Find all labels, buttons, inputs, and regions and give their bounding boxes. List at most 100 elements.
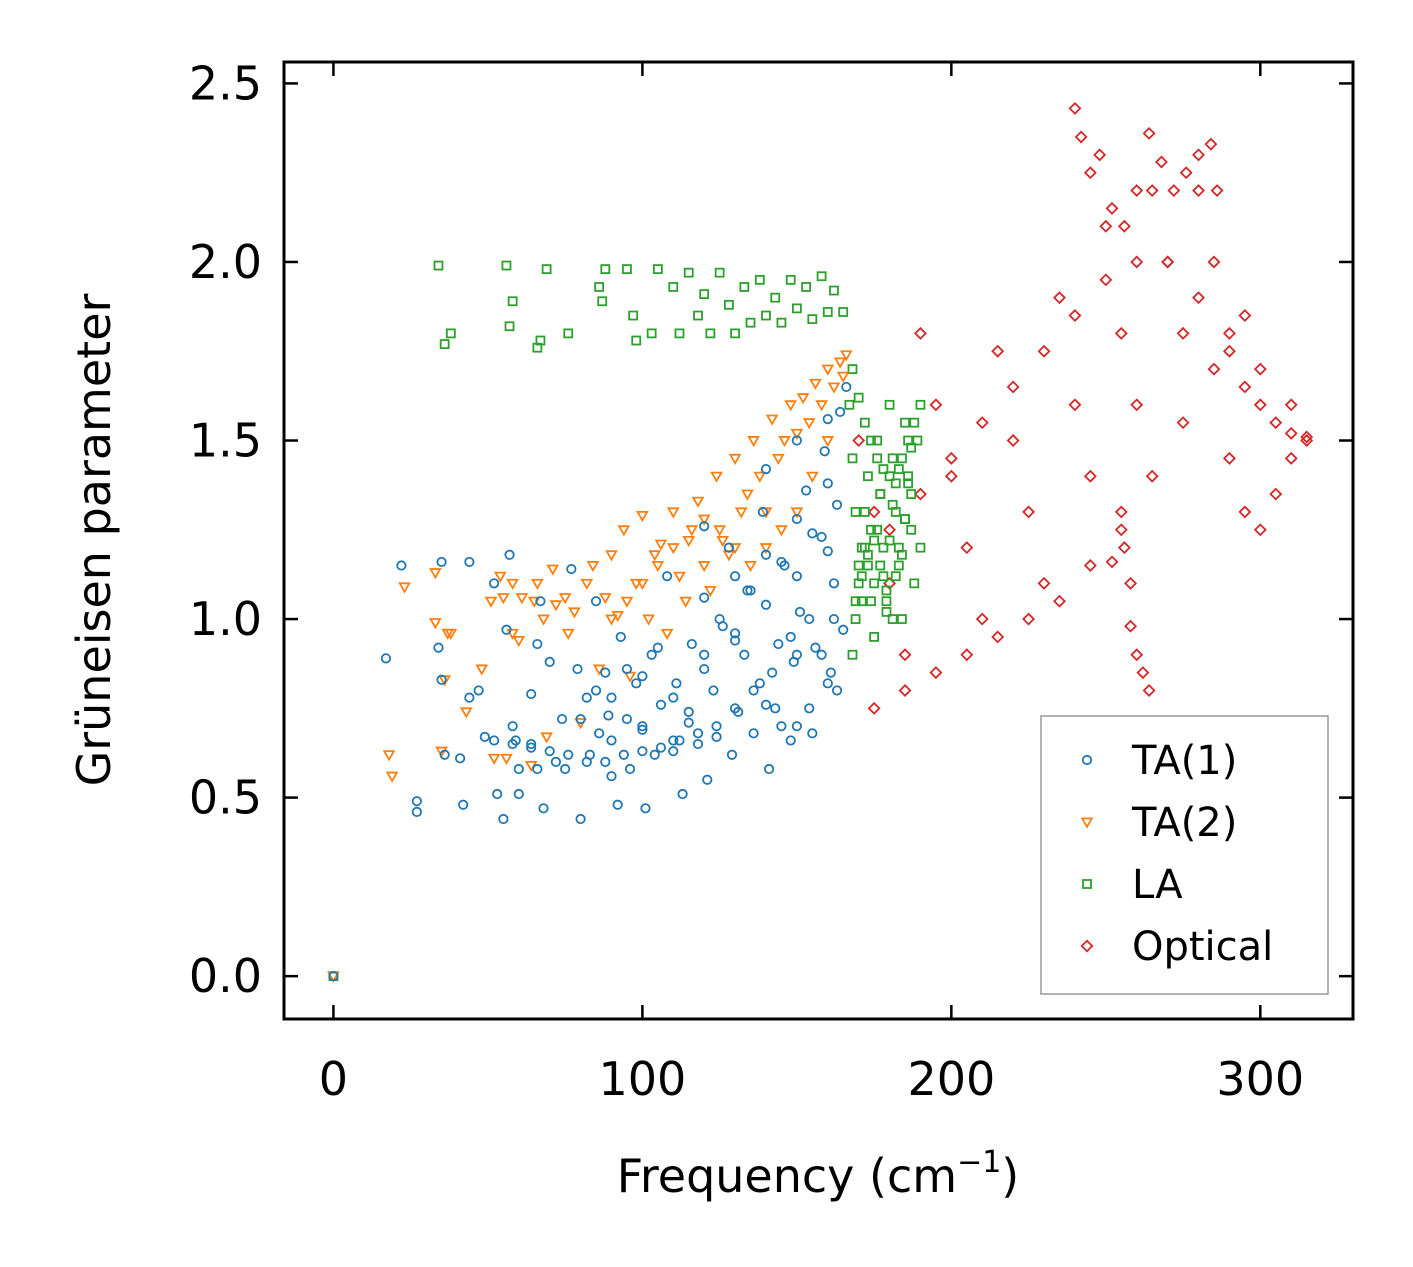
data-point — [903, 435, 913, 446]
data-point — [660, 628, 674, 640]
data-point — [853, 392, 864, 403]
data-point — [679, 596, 692, 608]
data-point — [909, 578, 920, 589]
data-point — [1284, 451, 1298, 465]
data-point — [600, 264, 611, 275]
data-point — [890, 571, 901, 582]
data-point — [546, 564, 560, 576]
data-point — [776, 317, 787, 328]
data-point — [815, 400, 828, 412]
data-point — [724, 299, 734, 310]
data-point — [581, 692, 592, 703]
data-point — [590, 596, 602, 607]
data-point — [507, 296, 518, 307]
data-point — [1222, 451, 1236, 465]
data-point — [853, 560, 864, 571]
data-point — [1238, 309, 1252, 323]
data-point — [747, 436, 760, 448]
data-point — [594, 728, 605, 739]
legend-marker — [1080, 817, 1094, 829]
data-point — [716, 536, 730, 548]
data-point — [1238, 505, 1252, 519]
data-point — [439, 749, 450, 760]
data-point — [586, 560, 600, 573]
data-point — [912, 435, 923, 446]
data-point — [1238, 380, 1252, 394]
data-point — [702, 774, 713, 785]
data-point — [433, 260, 444, 271]
data-point — [822, 546, 833, 557]
data-point — [1124, 619, 1138, 633]
data-point — [765, 414, 779, 426]
data-point — [1006, 434, 1020, 447]
data-point — [488, 735, 500, 746]
data-point — [622, 264, 632, 275]
data-point — [600, 667, 611, 678]
data-point — [429, 618, 442, 630]
data-point — [884, 471, 895, 482]
data-point — [770, 292, 781, 303]
data-point — [606, 735, 617, 746]
data-point — [819, 446, 830, 457]
data-point — [760, 463, 772, 475]
data-point — [504, 549, 515, 560]
data-point — [1207, 362, 1221, 376]
data-point — [859, 417, 870, 428]
data-point — [906, 524, 917, 535]
y-tick-label: 0.0 — [189, 949, 262, 1003]
data-point — [822, 307, 833, 317]
data-point — [537, 614, 550, 626]
data-point — [975, 612, 989, 626]
data-point — [825, 667, 836, 678]
data-point — [791, 721, 802, 732]
data-point — [651, 560, 665, 573]
data-point — [563, 328, 574, 339]
data-point — [411, 806, 422, 817]
data-point — [796, 393, 810, 405]
data-point — [648, 550, 662, 562]
data-point — [646, 328, 657, 339]
data-point — [581, 756, 592, 767]
data-point — [790, 507, 804, 519]
data-point — [838, 624, 849, 635]
data-point — [763, 763, 775, 775]
data-point — [668, 735, 679, 746]
data-point — [881, 585, 892, 596]
data-point — [1083, 469, 1097, 483]
data-point — [1300, 430, 1314, 444]
data-point — [598, 593, 612, 605]
data-point — [620, 596, 634, 608]
data-point — [850, 614, 861, 624]
data-point — [807, 314, 818, 325]
data-point — [652, 264, 663, 275]
data-point — [646, 649, 657, 660]
data-point — [668, 282, 679, 292]
data-point — [444, 628, 458, 640]
legend-entry: TA(2) — [1080, 800, 1237, 846]
data-point — [606, 692, 617, 703]
data-point — [692, 738, 704, 750]
data-point — [686, 638, 697, 650]
data-point — [897, 614, 907, 624]
data-point — [617, 525, 631, 537]
data-point — [637, 721, 648, 732]
data-point — [745, 585, 756, 596]
data-point — [728, 453, 742, 465]
data-point — [785, 274, 796, 285]
data-point — [850, 507, 861, 517]
data-point — [881, 607, 892, 617]
data-point — [893, 464, 904, 474]
data-point — [558, 593, 572, 605]
data-point — [624, 763, 636, 775]
data-point — [513, 788, 524, 800]
data-point — [532, 638, 543, 650]
data-point — [828, 613, 840, 625]
data-point — [771, 453, 785, 465]
data-point — [501, 260, 512, 271]
data-point — [1222, 344, 1236, 358]
axis-ticks: 0 100 200 300 0.0 0.5 1.0 1.5 2.0 2.5 — [189, 56, 1353, 1106]
data-point — [526, 738, 537, 750]
data-point — [631, 335, 642, 346]
data-point — [960, 648, 974, 662]
data-point — [1114, 505, 1128, 519]
